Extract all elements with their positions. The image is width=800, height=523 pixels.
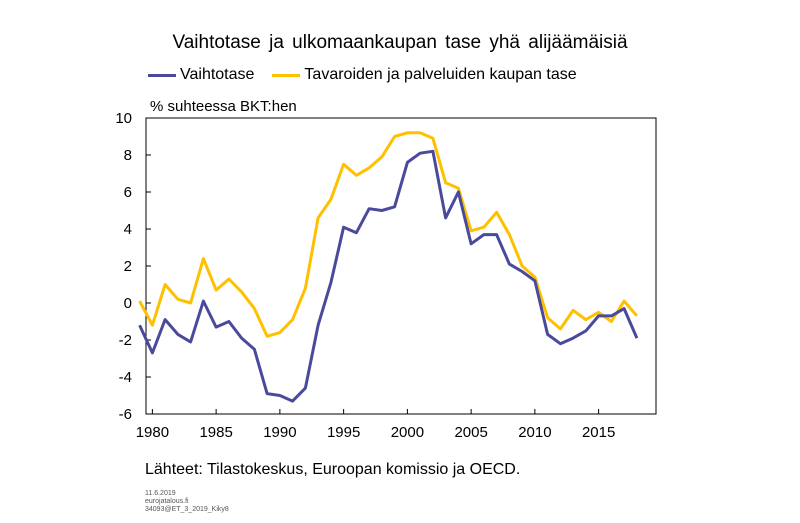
footer-date: 11.6.2019 — [145, 490, 176, 497]
y-tick-label: 10 — [115, 110, 132, 127]
chart-legend: Vaihtotase Tavaroiden ja palveluiden kau… — [148, 66, 595, 84]
x-tick-label: 1985 — [199, 424, 232, 441]
footer-code: 34093@ET_3_2019_Kiky8 — [145, 506, 229, 513]
x-tick-label: 1980 — [136, 424, 169, 441]
y-tick-label: -2 — [119, 332, 132, 349]
source-note: Lähteet: Tilastokeskus, Euroopan komissi… — [145, 461, 521, 478]
x-tick-label: 2015 — [582, 424, 615, 441]
x-tick-label: 1990 — [263, 424, 296, 441]
series-line-kauppatase — [138, 131, 639, 338]
y-tick-label: -4 — [119, 369, 132, 386]
plot-area-frame — [145, 117, 657, 415]
series-line-vaihtotase — [138, 149, 639, 403]
y-tick-label: 4 — [124, 221, 132, 238]
legend-label-vaihtotase: Vaihtotase — [180, 66, 255, 83]
y-tick-label: -6 — [119, 406, 132, 423]
x-tick-label: 2010 — [518, 424, 551, 441]
chart-title: Vaihtotase ja ulkomaankaupan tase yhä al… — [172, 32, 628, 53]
legend-swatch-vaihtotase — [148, 73, 176, 77]
x-tick-label: 1995 — [327, 424, 360, 441]
legend-label-kauppatase: Tavaroiden ja palveluiden kaupan tase — [304, 66, 577, 83]
x-tick-label: 2005 — [454, 424, 487, 441]
y-tick-label: 0 — [124, 295, 132, 312]
y-tick-label: 8 — [124, 147, 132, 164]
y-tick-label: 6 — [124, 184, 132, 201]
y-axis-label: % suhteessa BKT:hen — [150, 98, 297, 115]
y-tick-label: 2 — [124, 258, 132, 275]
footer-site: eurojatalous.fi — [145, 498, 189, 505]
legend-item-vaihtotase: Vaihtotase — [148, 66, 254, 84]
legend-item-kauppatase: Tavaroiden ja palveluiden kaupan tase — [272, 66, 577, 84]
legend-swatch-kauppatase — [272, 73, 301, 77]
x-tick-label: 2000 — [391, 424, 424, 441]
